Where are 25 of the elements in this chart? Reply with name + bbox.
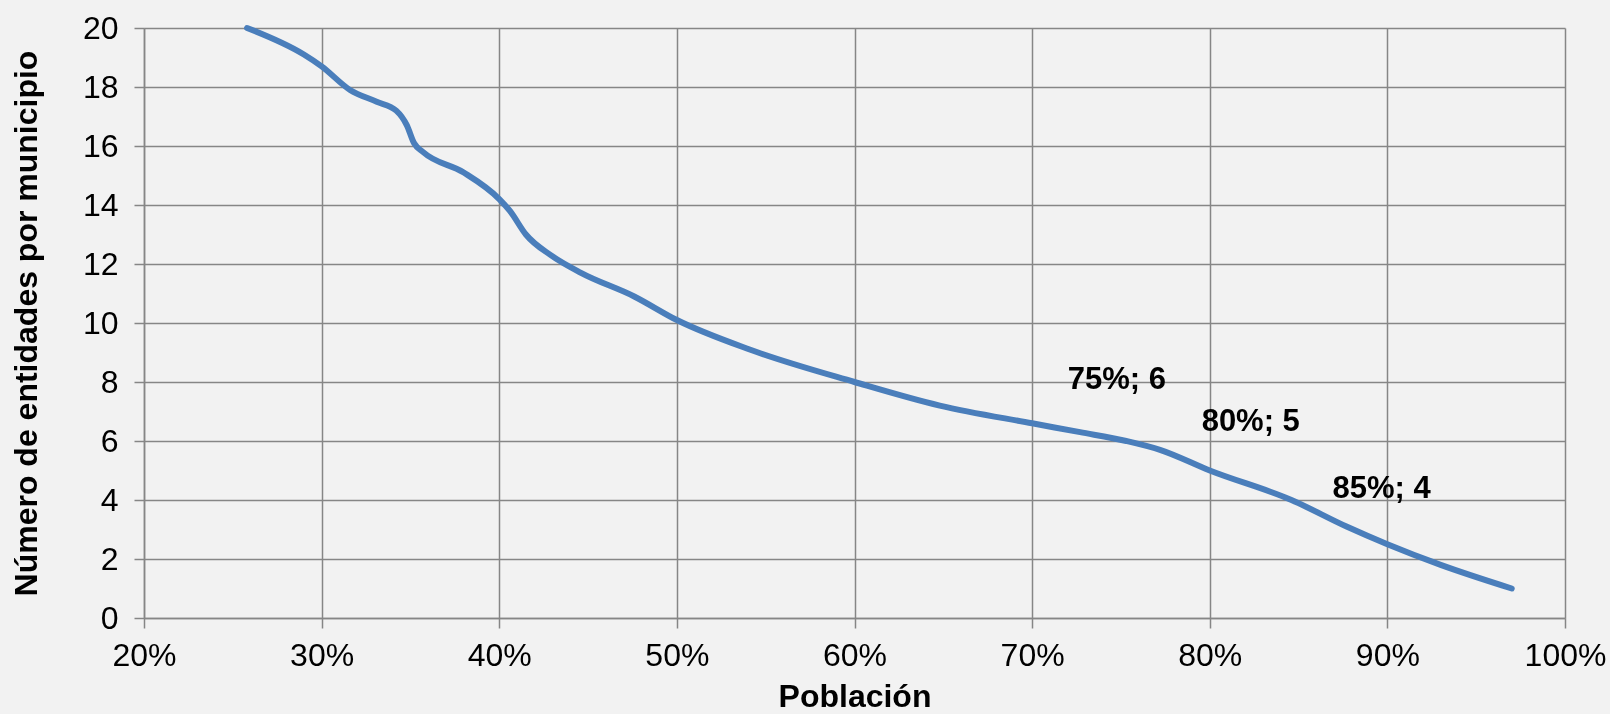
y-tick-label: 8 — [100, 363, 119, 400]
y-tick-label: 14 — [82, 186, 119, 223]
y-tick-label: 12 — [82, 245, 119, 282]
x-axis-title: Población — [778, 677, 932, 714]
y-tick-label: 20 — [82, 9, 119, 46]
annotation: 75%; 6 — [1067, 361, 1167, 396]
x-tick-label: 80% — [1178, 636, 1243, 673]
x-tick-label: 70% — [1000, 636, 1065, 673]
y-tick-label: 16 — [82, 127, 119, 164]
x-tick-label: 60% — [822, 636, 888, 673]
y-tick-label: 0 — [100, 599, 119, 636]
y-tick-label: 6 — [100, 422, 119, 459]
y-tick-label: 18 — [82, 68, 119, 105]
y-tick-label: 10 — [82, 304, 119, 341]
y-axis-title: Número de entidades por municipio — [7, 50, 44, 597]
x-tick-label: 90% — [1355, 636, 1420, 673]
x-tick-label: 100% — [1524, 636, 1607, 673]
y-tick-label: 2 — [100, 540, 119, 577]
x-tick-label: 40% — [467, 636, 532, 673]
x-tick-label: 50% — [645, 636, 710, 673]
y-tick-label: 4 — [100, 481, 119, 518]
annotation: 85%; 4 — [1332, 470, 1432, 505]
x-tick-label: 30% — [290, 636, 355, 673]
annotation: 80%; 5 — [1201, 402, 1300, 438]
x-tick-label: 20% — [112, 636, 177, 673]
